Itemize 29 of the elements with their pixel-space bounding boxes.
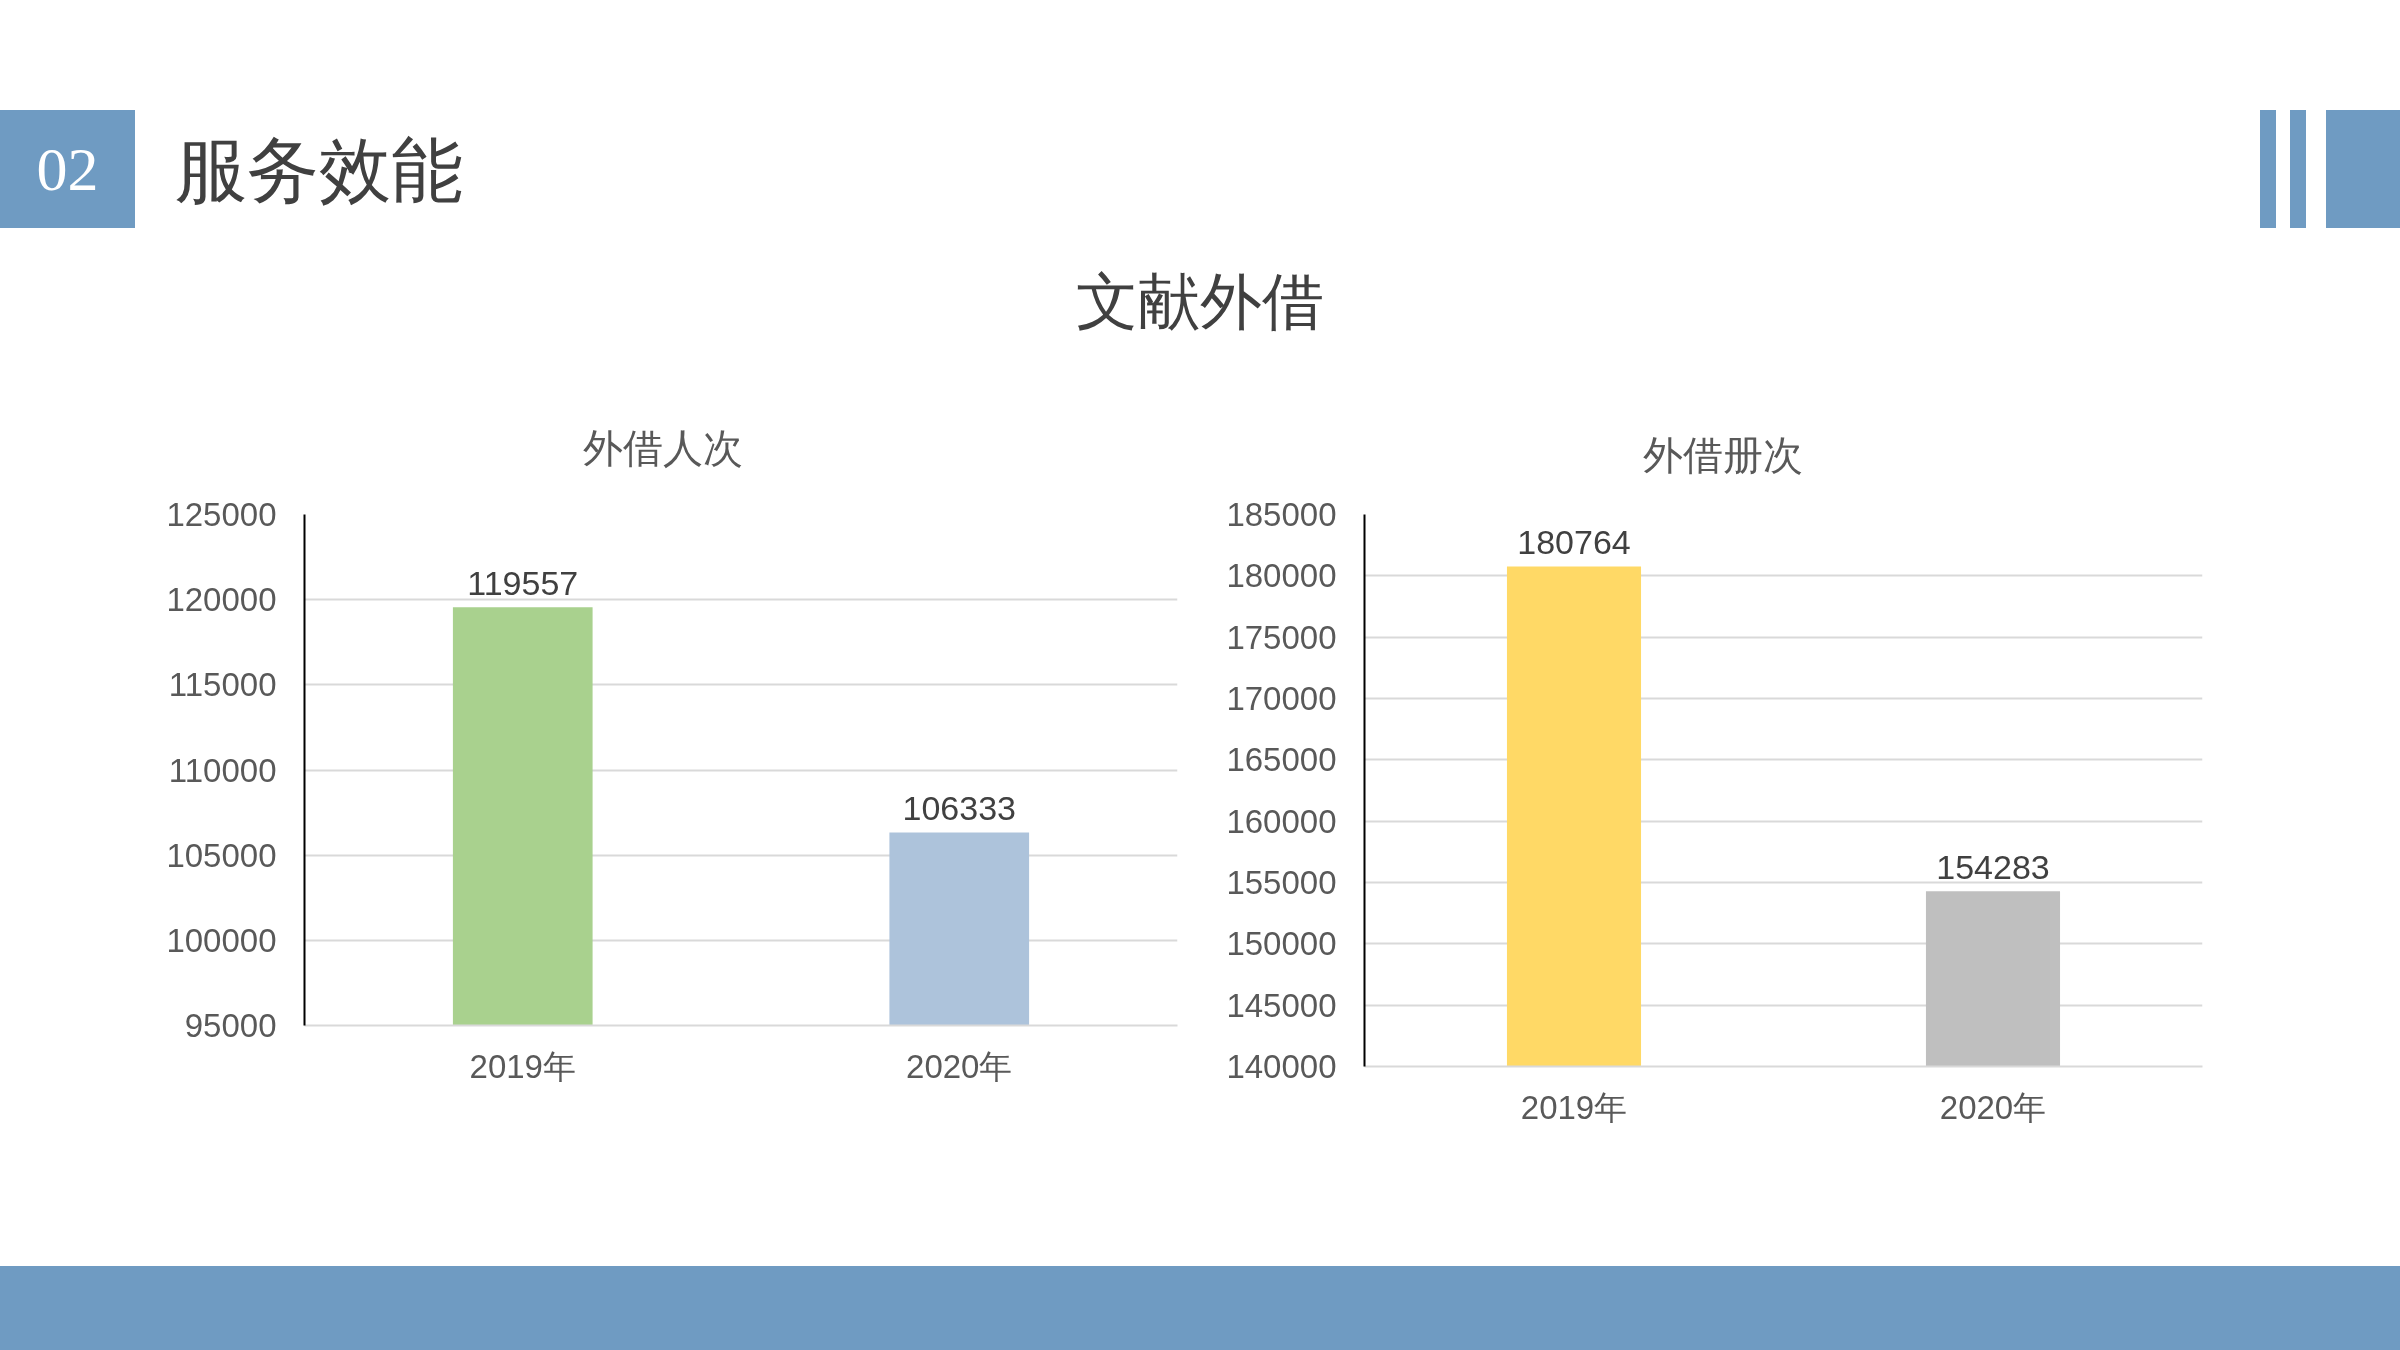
- data-label: 180764: [1517, 523, 1631, 562]
- data-label: 106333: [902, 789, 1016, 828]
- y-tick-label: 125000: [166, 496, 277, 533]
- y-tick-label: 150000: [1226, 925, 1337, 963]
- x-tick-label: 2019年: [1520, 1088, 1628, 1126]
- data-label: 119557: [467, 564, 579, 603]
- y-tick-label: 95000: [184, 1007, 277, 1044]
- x-tick-label: 2019年: [469, 1047, 576, 1085]
- y-tick-label: 185000: [1226, 496, 1337, 533]
- x-tick-label: 2020年: [1939, 1088, 2047, 1126]
- text: 服务效能: [175, 131, 463, 212]
- chart-title: 外借人次: [582, 425, 743, 471]
- y-tick-label: 115000: [168, 666, 277, 704]
- y-tick-label: 100000: [166, 921, 277, 959]
- text: 文献外借: [1075, 268, 1325, 337]
- y-tick-label: 165000: [1226, 741, 1337, 779]
- y-tick-label: 170000: [1226, 680, 1337, 717]
- y-tick-label: 180000: [1226, 557, 1337, 595]
- y-tick-label: 145000: [1226, 986, 1337, 1024]
- y-tick-label: 105000: [166, 836, 277, 874]
- y-tick-label: 140000: [1226, 1048, 1337, 1085]
- y-tick-label: 155000: [1226, 864, 1337, 901]
- data-label: 154283: [1936, 848, 2050, 887]
- y-tick-label: 120000: [166, 581, 277, 619]
- y-tick-label: 175000: [1226, 618, 1337, 656]
- chart-title: 外借册次: [1642, 432, 1803, 478]
- x-tick-label: 2020年: [906, 1047, 1013, 1085]
- y-tick-label: 110000: [168, 751, 277, 789]
- y-tick-label: 160000: [1226, 802, 1337, 840]
